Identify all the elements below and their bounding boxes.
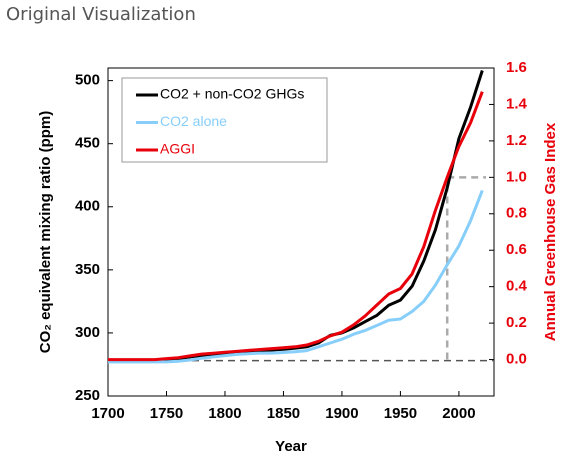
- y-tick-label: 450: [75, 135, 100, 152]
- x-tick-label: 1900: [325, 405, 358, 422]
- y2-tick-label: 1.2: [506, 132, 527, 149]
- y-tick-label: 500: [75, 72, 100, 89]
- y2-tick-label: 1.6: [506, 59, 527, 76]
- y2-tick-label: 1.0: [506, 168, 527, 185]
- y-tick-label: 400: [75, 198, 100, 215]
- x-axis-label: Year: [275, 438, 307, 455]
- legend-label: CO2 alone: [160, 113, 227, 129]
- y-tick-label: 250: [75, 387, 100, 404]
- x-tick-label: 1750: [150, 405, 183, 422]
- series-line: [108, 189, 484, 364]
- x-tick-label: 1700: [91, 405, 124, 422]
- legend-box: [121, 77, 328, 163]
- plot-frame: [107, 67, 495, 397]
- y-tick-label: 350: [75, 261, 100, 278]
- legend-label: CO2 + non-CO2 GHGs: [160, 86, 304, 102]
- y2-tick-label: 0.6: [506, 241, 527, 258]
- x-tick-label: 2000: [442, 405, 475, 422]
- series-line: [108, 91, 484, 362]
- x-tick-label: 1950: [384, 405, 417, 422]
- y-axis-label: CO₂ equivalent mixing ratio (ppm): [37, 111, 54, 354]
- y-tick-label: 300: [75, 324, 100, 341]
- y2-tick-label: 0.0: [506, 351, 527, 368]
- y2-tick-label: 0.2: [506, 314, 527, 331]
- header-title: Original Visualization: [6, 4, 196, 25]
- y2-tick-label: 0.4: [506, 278, 528, 295]
- y2-tick-label: 1.4: [506, 95, 528, 112]
- y2-tick-label: 0.8: [506, 205, 527, 222]
- x-tick-label: 1800: [208, 405, 241, 422]
- x-tick-label: 1850: [267, 405, 300, 422]
- y2-axis-label: Annual Greenhouse Gas Index: [542, 122, 559, 341]
- legend-label: AGGI: [160, 141, 195, 157]
